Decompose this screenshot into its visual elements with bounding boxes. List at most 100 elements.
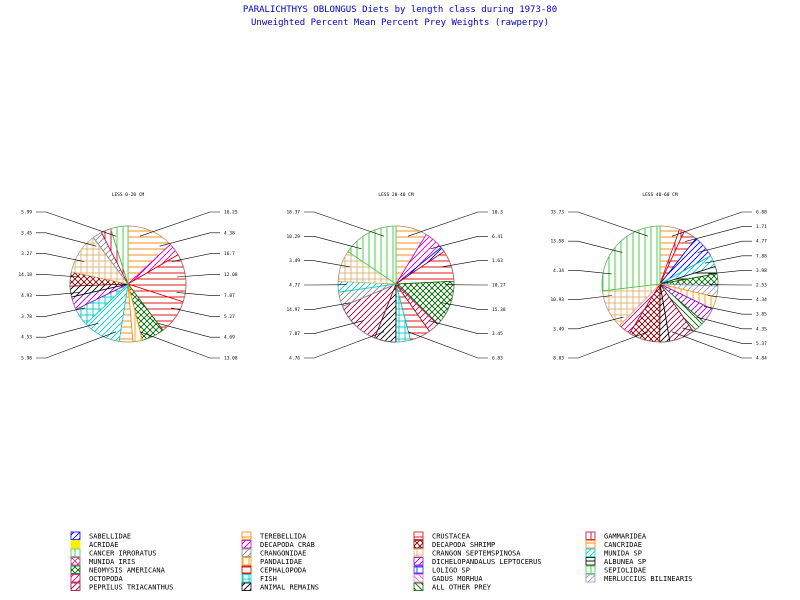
legend-swatch bbox=[585, 574, 596, 583]
legend-swatch bbox=[241, 540, 252, 549]
legend-label: MERLUCCIUS BILINEARIS bbox=[604, 575, 693, 583]
legend-swatch bbox=[241, 574, 252, 583]
slice-value-label: 4.34 bbox=[756, 297, 767, 303]
slice-value-label: 5.27 bbox=[224, 314, 235, 320]
slice-value-label: 4.93 bbox=[21, 293, 32, 299]
legend-label: PEPRILUS TRIACANTHUS bbox=[89, 584, 173, 592]
legend-label: SEPIOLIDAE bbox=[604, 567, 646, 575]
legend-item-neomysis-americana: NEOMYSIS AMERICANA bbox=[70, 565, 166, 575]
legend-item-octopoda: OCTOPODA bbox=[70, 574, 124, 583]
legend-swatch bbox=[70, 565, 81, 574]
legend-label: OCTOPODA bbox=[89, 575, 124, 583]
slice-value-label: 4.84 bbox=[756, 356, 767, 362]
leader-line bbox=[441, 302, 488, 310]
chart-subtitle: Unweighted Percent Mean Percent Prey Wei… bbox=[251, 18, 549, 28]
legend-swatch bbox=[413, 565, 424, 574]
slice-value-label: 3.85 bbox=[756, 312, 767, 318]
legend-item-loligo-sp: LOLIGO SP bbox=[413, 565, 470, 575]
pies-group: LESS 0-20 CM 16.25 4.38 16.7 12.08 7.87 5.27 4.… bbox=[18, 192, 767, 362]
leader-line bbox=[708, 270, 752, 275]
slice-value-label: 3.49 bbox=[553, 326, 564, 332]
legend: SABELLIDAE TEREBELLIDA CRUSTACEA GAMMARIDEA… bbox=[70, 531, 693, 592]
legend-label: CRANGONIDAE bbox=[260, 550, 306, 558]
leader-line bbox=[685, 226, 752, 242]
slice-value-label: 16.7 bbox=[224, 251, 235, 257]
legend-swatch bbox=[585, 531, 596, 540]
legend-item-fish: FISH bbox=[241, 574, 277, 583]
legend-label: CRANGON SEPTEMSPINOSA bbox=[432, 550, 521, 558]
leader-line bbox=[176, 274, 220, 278]
slice-value-label: 33.73 bbox=[550, 210, 564, 216]
legend-label: ANIMAL REMAINS bbox=[260, 584, 319, 592]
slice-value-label: 5.37 bbox=[756, 341, 767, 347]
leader-line bbox=[430, 236, 488, 250]
legend-label: PANDALIDAE bbox=[260, 558, 302, 566]
leader-line bbox=[157, 323, 220, 338]
legend-swatch bbox=[70, 574, 81, 583]
slice-value-label: 4.69 bbox=[224, 335, 235, 341]
legend-item-crangon-septemspinosa: CRANGON SEPTEMSPINOSA bbox=[413, 548, 521, 558]
pie-outline bbox=[601, 225, 719, 343]
leader-line bbox=[36, 331, 117, 359]
slice-value-label: 10.3 bbox=[492, 210, 503, 216]
slice-value-label: 6.88 bbox=[756, 210, 767, 216]
slice-value-label: 3.45 bbox=[492, 331, 503, 337]
legend-swatch bbox=[413, 582, 424, 591]
slice-value-label: 5.98 bbox=[21, 356, 32, 362]
leader-line bbox=[304, 320, 364, 334]
legend-swatch bbox=[585, 557, 596, 566]
pie-1: LESS 0-20 CM 16.25 4.38 16.7 12.08 7.87 5.27 4.… bbox=[18, 192, 237, 362]
legend-item-animal-remains: ANIMAL REMAINS bbox=[241, 582, 319, 592]
leader-line bbox=[568, 211, 649, 237]
legend-item-dichelopandalus-leptocerus: DICHELOPANDALUS LEPTOCERUS bbox=[413, 557, 542, 566]
legend-swatch bbox=[585, 548, 596, 557]
slice-value-label: 4.35 bbox=[756, 326, 767, 332]
legend-item-munida-iris: MUNIDA IRIS bbox=[70, 557, 135, 566]
slice-value-label: 2.53 bbox=[756, 283, 767, 289]
legend-label: CANCRIDAE bbox=[604, 541, 642, 549]
legend-label: DICHELOPANDALUS LEPTOCERUS bbox=[432, 558, 542, 566]
pie-3: LESS 40-60 CM 6.88 1.71 4.77 7.88 3.98 2.53 4.3… bbox=[550, 192, 767, 362]
legend-swatch bbox=[413, 531, 424, 540]
leader-line bbox=[176, 292, 220, 296]
legend-swatch bbox=[70, 540, 81, 549]
legend-swatch bbox=[70, 557, 81, 566]
legend-label: MUNIDA IRIS bbox=[89, 558, 135, 566]
legend-item-cancer-irroratus: CANCER IRRORATUS bbox=[70, 548, 156, 558]
legend-swatch bbox=[413, 574, 424, 583]
leader-line bbox=[36, 274, 80, 278]
slice-value-label: 4.76 bbox=[289, 356, 300, 362]
slice-value-label: 12.08 bbox=[224, 272, 238, 278]
leader-line bbox=[568, 331, 649, 359]
chart-title: PARALICHTHYS OBLONGUS Diets by length cl… bbox=[243, 5, 557, 15]
leader-line bbox=[568, 316, 624, 330]
legend-label: FISH bbox=[260, 575, 277, 583]
pie-2: LESS 20-40 CM 10.3 6.41 1.63 10.27 15.38 3.45 6… bbox=[286, 192, 505, 362]
leader-line bbox=[704, 255, 752, 264]
legend-item-gadus-morhua: GADUS MORHUA bbox=[413, 574, 483, 583]
legend-swatch bbox=[241, 531, 252, 540]
legend-item-decapoda-crab: DECAPODA CRAB bbox=[241, 540, 315, 549]
legend-item-munida-sp: MUNIDA SP bbox=[585, 548, 642, 558]
pie-header: LESS 40-60 CM bbox=[642, 192, 678, 198]
legend-label: GAMMARIDEA bbox=[604, 533, 647, 541]
leader-line bbox=[36, 253, 85, 262]
legend-label: ALL OTHER PREY bbox=[432, 584, 492, 592]
legend-swatch bbox=[70, 548, 81, 557]
leader-line bbox=[568, 270, 612, 275]
slice-value-label: 10.27 bbox=[492, 283, 506, 289]
slice-value-label: 16.25 bbox=[224, 210, 238, 216]
legend-swatch bbox=[413, 557, 424, 566]
legend-item-sabellidae: SABELLIDAE bbox=[70, 531, 131, 541]
legend-item-all-other-prey: ALL OTHER PREY bbox=[413, 582, 492, 592]
legend-swatch bbox=[241, 565, 252, 574]
legend-item-cephalopoda: CEPHALOPODA bbox=[241, 565, 307, 575]
slice-value-label: 15.38 bbox=[492, 307, 506, 313]
pie-outline bbox=[337, 225, 455, 343]
leader-line bbox=[36, 307, 85, 317]
legend-label: ACRIDAE bbox=[89, 541, 119, 549]
leader-line bbox=[568, 240, 623, 253]
legend-label: DECAPODA SHRIMP bbox=[432, 541, 495, 549]
legend-item-terebellida: TEREBELLIDA bbox=[241, 531, 307, 541]
